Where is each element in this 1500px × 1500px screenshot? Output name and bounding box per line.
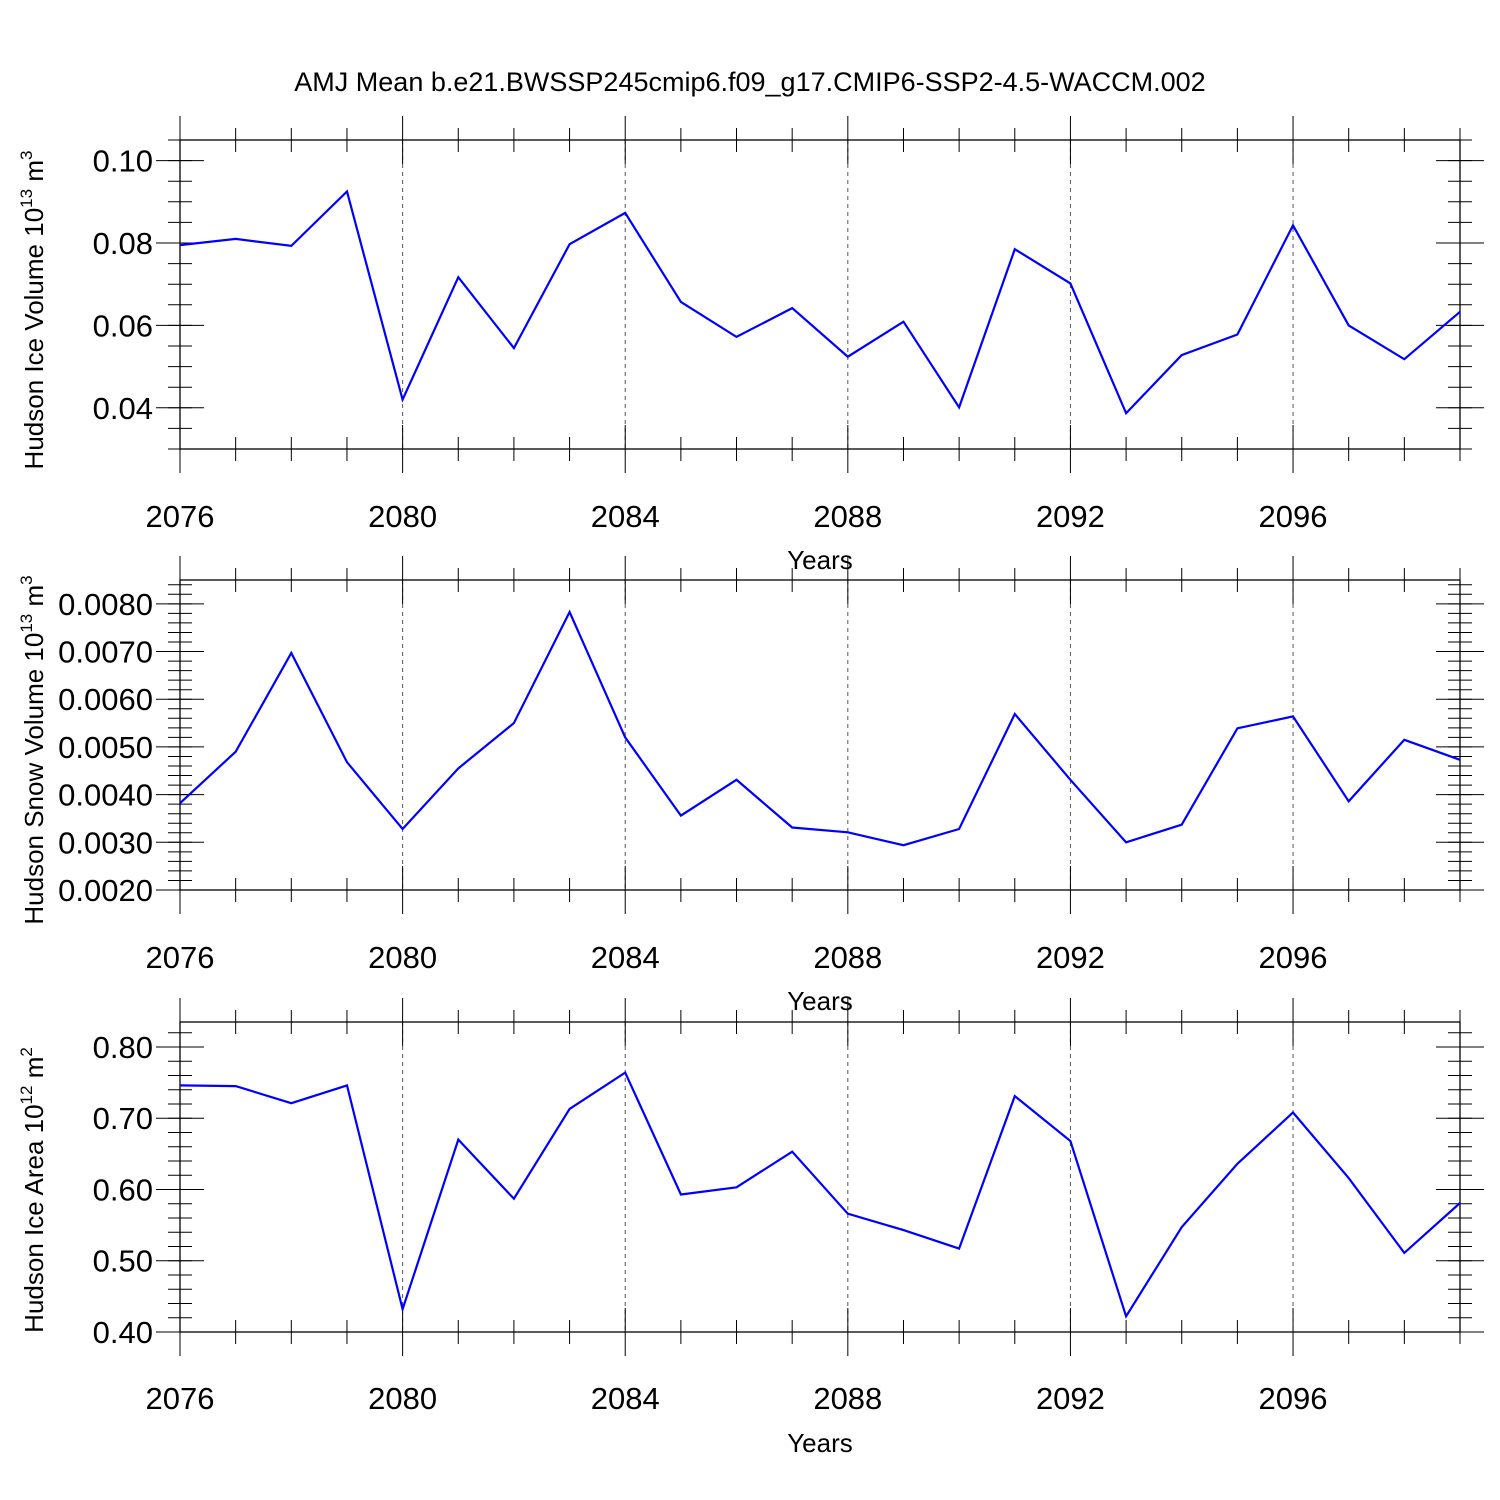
plot-frame: [179, 1021, 1461, 1333]
x-tick-label: 2080: [368, 1381, 437, 1416]
x-tick-label: 2076: [146, 940, 215, 975]
x-tick-label: 2092: [1036, 940, 1105, 975]
y-tick-label: 0.0020: [58, 873, 153, 908]
y-axis-label: Hudson Ice Volume 1013 m3: [17, 151, 49, 470]
y-tick-label: 0.40: [93, 1315, 153, 1350]
y-tick-label: 0.60: [93, 1172, 153, 1207]
y-tick-label: 0.50: [93, 1244, 153, 1279]
series-line: [179, 1070, 1461, 1319]
x-tick-label: 2088: [813, 499, 882, 534]
y-axis-label: Hudson Ice Area 1012 m2: [17, 1047, 49, 1333]
x-axis-label: Years: [787, 545, 853, 575]
x-tick-label: 2080: [368, 499, 437, 534]
y-tick-label: 0.0040: [58, 778, 153, 813]
x-tick-label: 2088: [813, 940, 882, 975]
plot-frame: [179, 579, 1461, 891]
y-tick-label: 0.80: [93, 1030, 153, 1065]
x-tick-label: 2096: [1259, 1381, 1328, 1416]
x-tick-label: 2092: [1036, 1381, 1105, 1416]
y-tick-label: 0.10: [93, 144, 153, 179]
x-axis-label: Years: [787, 1428, 853, 1458]
y-tick-label: 0.70: [93, 1101, 153, 1136]
x-tick-label: 2084: [591, 940, 660, 975]
x-axis-label: Years: [787, 986, 853, 1016]
y-tick-label: 0.0070: [58, 635, 153, 670]
series-line: [179, 609, 1461, 847]
x-tick-label: 2084: [591, 499, 660, 534]
x-tick-label: 2096: [1259, 499, 1328, 534]
x-tick-label: 2076: [146, 1381, 215, 1416]
y-axis-label: Hudson Snow Volume 1013 m3: [17, 575, 49, 924]
chart-title: AMJ Mean b.e21.BWSSP245cmip6.f09_g17.CMI…: [294, 67, 1205, 97]
y-tick-label: 0.0060: [58, 682, 153, 717]
plot-frame: [179, 139, 1461, 450]
series-line: [179, 189, 1461, 416]
x-tick-label: 2080: [368, 940, 437, 975]
y-tick-label: 0.0050: [58, 730, 153, 765]
y-tick-label: 0.0030: [58, 825, 153, 860]
x-tick-label: 2096: [1259, 940, 1328, 975]
x-tick-label: 2092: [1036, 499, 1105, 534]
y-tick-label: 0.04: [93, 391, 153, 426]
chart-panel-2: 0.0020 0.0030 0.0040 0.0050 0.0060 0.0070 0.00…: [17, 556, 1484, 1016]
x-tick-label: 2088: [813, 1381, 882, 1416]
y-tick-label: 0.0080: [58, 587, 153, 622]
chart-panel-3: 0.40 0.50 0.60 0.70 0.80 2076 2080 2084 2088 2092…: [17, 998, 1484, 1458]
y-tick-label: 0.08: [93, 226, 153, 261]
y-tick-label: 0.06: [93, 308, 153, 343]
x-tick-label: 2084: [591, 1381, 660, 1416]
x-tick-label: 2076: [146, 499, 215, 534]
chart-panel-1: 0.04 0.06 0.08 0.10 2076 2080 2084 2088 2092 2096…: [17, 116, 1484, 575]
